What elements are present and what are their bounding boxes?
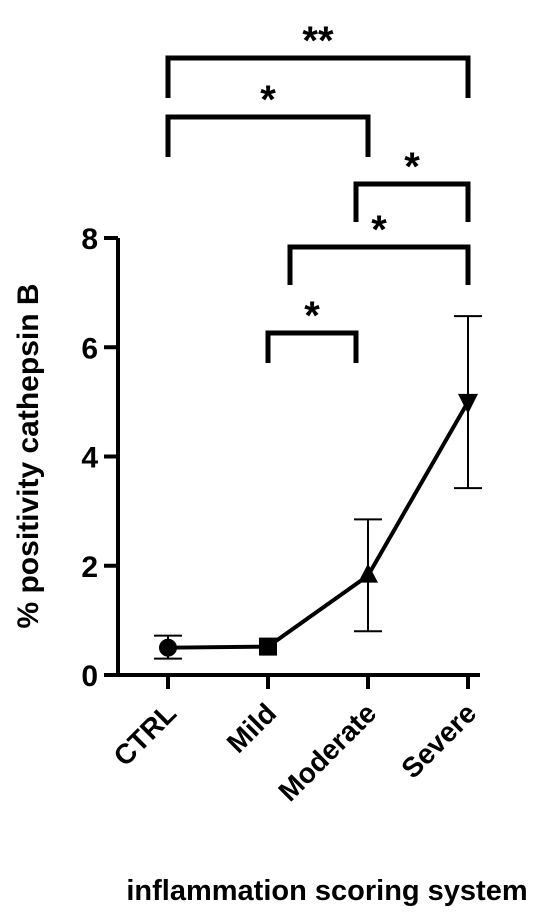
significance-bracket — [287, 244, 471, 285]
y-tick-label: 4 — [81, 442, 98, 475]
significance-label: * — [404, 145, 420, 189]
y-tick-label: 2 — [81, 551, 98, 584]
x-tick-label: Moderate — [272, 697, 382, 807]
y-tick-label: 0 — [81, 660, 98, 693]
x-tick-label: Severe — [395, 697, 482, 784]
significance-bracket — [165, 114, 371, 157]
significance-label: ** — [302, 19, 334, 63]
y-tick-label: 8 — [81, 223, 98, 256]
data-point-square — [259, 637, 277, 656]
y-axis-label: % positivity cathepsin B — [12, 283, 45, 628]
significance-brackets: ****** — [165, 19, 471, 363]
data-point-circle — [159, 638, 177, 657]
series — [154, 315, 482, 660]
significance-bracket — [165, 55, 471, 98]
data-point-triangle-up — [358, 563, 378, 583]
series-line — [167, 400, 470, 650]
significance-bracket — [265, 330, 359, 363]
significance-label: * — [304, 294, 320, 338]
significance-bracket — [353, 181, 471, 222]
significance-label: * — [371, 208, 387, 252]
x-tick-label: Mild — [221, 697, 283, 759]
x-axis-label: inflammation scoring system — [126, 875, 527, 907]
data-point-triangle-down — [458, 393, 478, 414]
significance-label: * — [260, 78, 276, 122]
y-tick-label: 6 — [81, 332, 98, 365]
x-tick-label: CTRL — [108, 697, 183, 772]
